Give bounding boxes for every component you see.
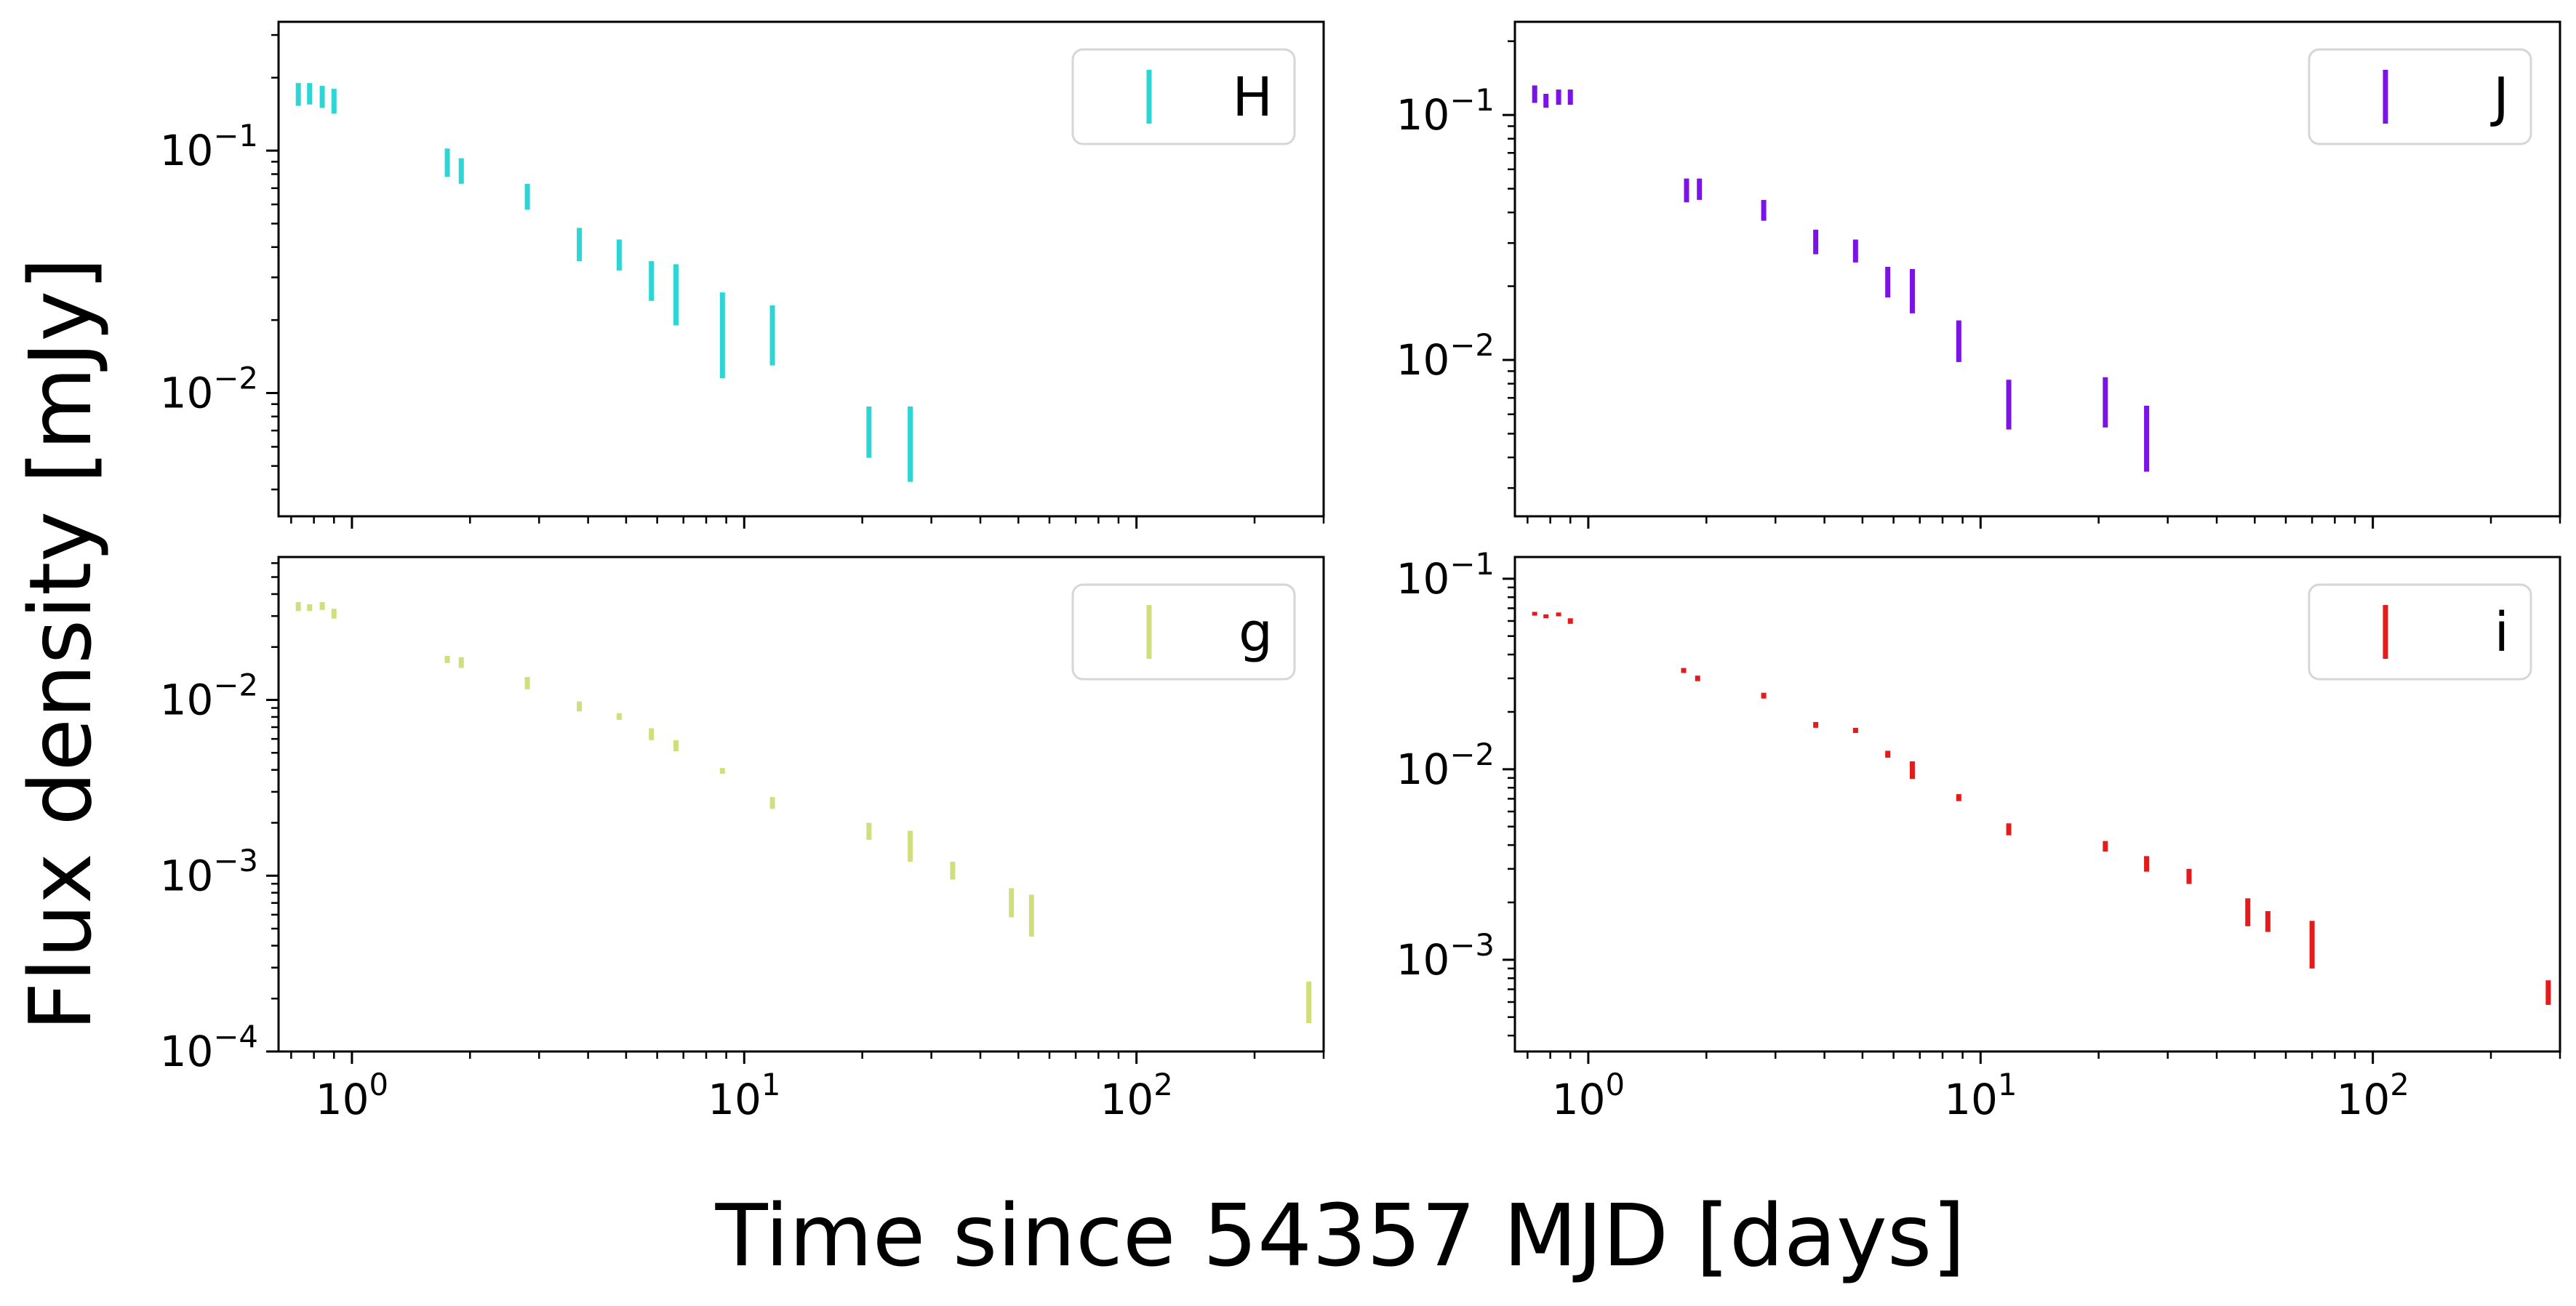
y-tick-label: 10−3 [160, 843, 258, 900]
y-tick-label: 10−2 [160, 667, 258, 724]
legend-label: J [2490, 66, 2509, 129]
y-tick-label: 10−1 [1396, 82, 1495, 140]
legend-box [1071, 48, 1296, 145]
legend-box [2308, 583, 2532, 681]
legend-label: g [1239, 601, 1273, 664]
panel-top-right: 10−1 10−2 J [1396, 20, 2561, 529]
y-tick-label: 10−4 [160, 1019, 258, 1076]
legend-box [2308, 48, 2532, 145]
axes-frame [277, 556, 1325, 1053]
x-tick-label: 100 [1552, 1067, 1625, 1124]
y-tick-label: 10−1 [1396, 546, 1495, 604]
panel-top-left: 10−1 10−2 H [160, 20, 1325, 529]
panel-bottom-left: 100 101 102 10−2 10−3 10−4 g [160, 556, 1325, 1124]
x-tick-label: 101 [1944, 1067, 2017, 1124]
x-tick-label: 102 [2336, 1067, 2409, 1124]
y-tick-label: 10−3 [1396, 927, 1495, 985]
legend-label: i [2494, 601, 2509, 664]
axes-frame [277, 20, 1325, 518]
y-tick-label: 10−2 [1396, 737, 1495, 794]
y-tick-label: 10−2 [1396, 327, 1495, 385]
y-tick-label: 10−1 [160, 118, 258, 175]
legend-label: H [1232, 66, 1273, 129]
panel-bottom-right: 100 101 102 10−1 10−2 10−3 i [1396, 546, 2561, 1124]
axes-frame [1513, 20, 2561, 518]
y-tick-label: 10−2 [160, 360, 258, 417]
x-tick-label: 102 [1100, 1067, 1172, 1124]
x-tick-label: 100 [316, 1067, 388, 1124]
legend-box [1071, 583, 1296, 681]
axes-frame [1513, 556, 2561, 1053]
x-axis-label: Time since 54357 MJD [days] [715, 1185, 1966, 1286]
x-tick-label: 101 [708, 1067, 780, 1124]
y-axis-label: Flux density [mJy] [10, 257, 111, 1032]
